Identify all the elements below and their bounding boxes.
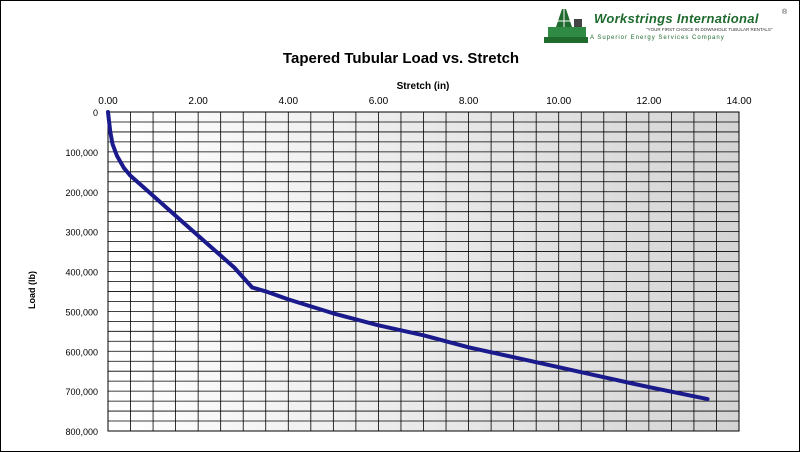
y-tick-label: 600,000	[65, 347, 98, 357]
x-tick-label: 2.00	[188, 96, 208, 107]
chart-title: Tapered Tubular Load vs. Stretch	[283, 50, 519, 67]
brand-name: Workstrings International	[594, 11, 759, 26]
registered-mark: ®	[782, 9, 788, 16]
x-tick-labels: 0.00 2.00 4.00 6.00 8.00 10.00 12.00 14.00	[98, 96, 752, 107]
x-tick-label: 12.00	[636, 96, 661, 107]
y-tick-label: 0	[93, 108, 98, 118]
data-series	[106, 110, 710, 402]
y-tick-label: 500,000	[65, 307, 98, 317]
x-tick-label: 0.00	[98, 96, 118, 107]
x-tick-label: 4.00	[279, 96, 299, 107]
brand-subtitle: A Superior Energy Services Company	[590, 35, 725, 41]
y-tick-label: 300,000	[65, 228, 98, 238]
y-tick-label: 800,000	[65, 427, 98, 437]
x-tick-label: 8.00	[459, 96, 479, 107]
oil-rig-icon	[544, 9, 588, 43]
x-tick-label: 14.00	[726, 96, 751, 107]
y-tick-label: 400,000	[65, 268, 98, 278]
x-axis-label: Stretch (in)	[397, 81, 450, 92]
gridlines	[107, 111, 740, 432]
brand-tagline: "YOUR FIRST CHOICE IN DOWNHOLE TUBULAR R…	[646, 27, 773, 32]
x-tick-label: 6.00	[369, 96, 389, 107]
y-tick-label: 100,000	[65, 148, 98, 158]
company-logo: Workstrings International ® "YOUR FIRST …	[544, 7, 794, 47]
y-axis-label: Load (lb)	[27, 271, 37, 309]
y-tick-labels: 0 100,000 200,000 300,000 400,000 500,000 600,…	[65, 108, 98, 437]
y-tick-label: 200,000	[65, 188, 98, 198]
x-tick-label: 10.00	[546, 96, 571, 107]
load-stretch-line	[106, 110, 710, 402]
y-tick-label: 700,000	[65, 387, 98, 397]
